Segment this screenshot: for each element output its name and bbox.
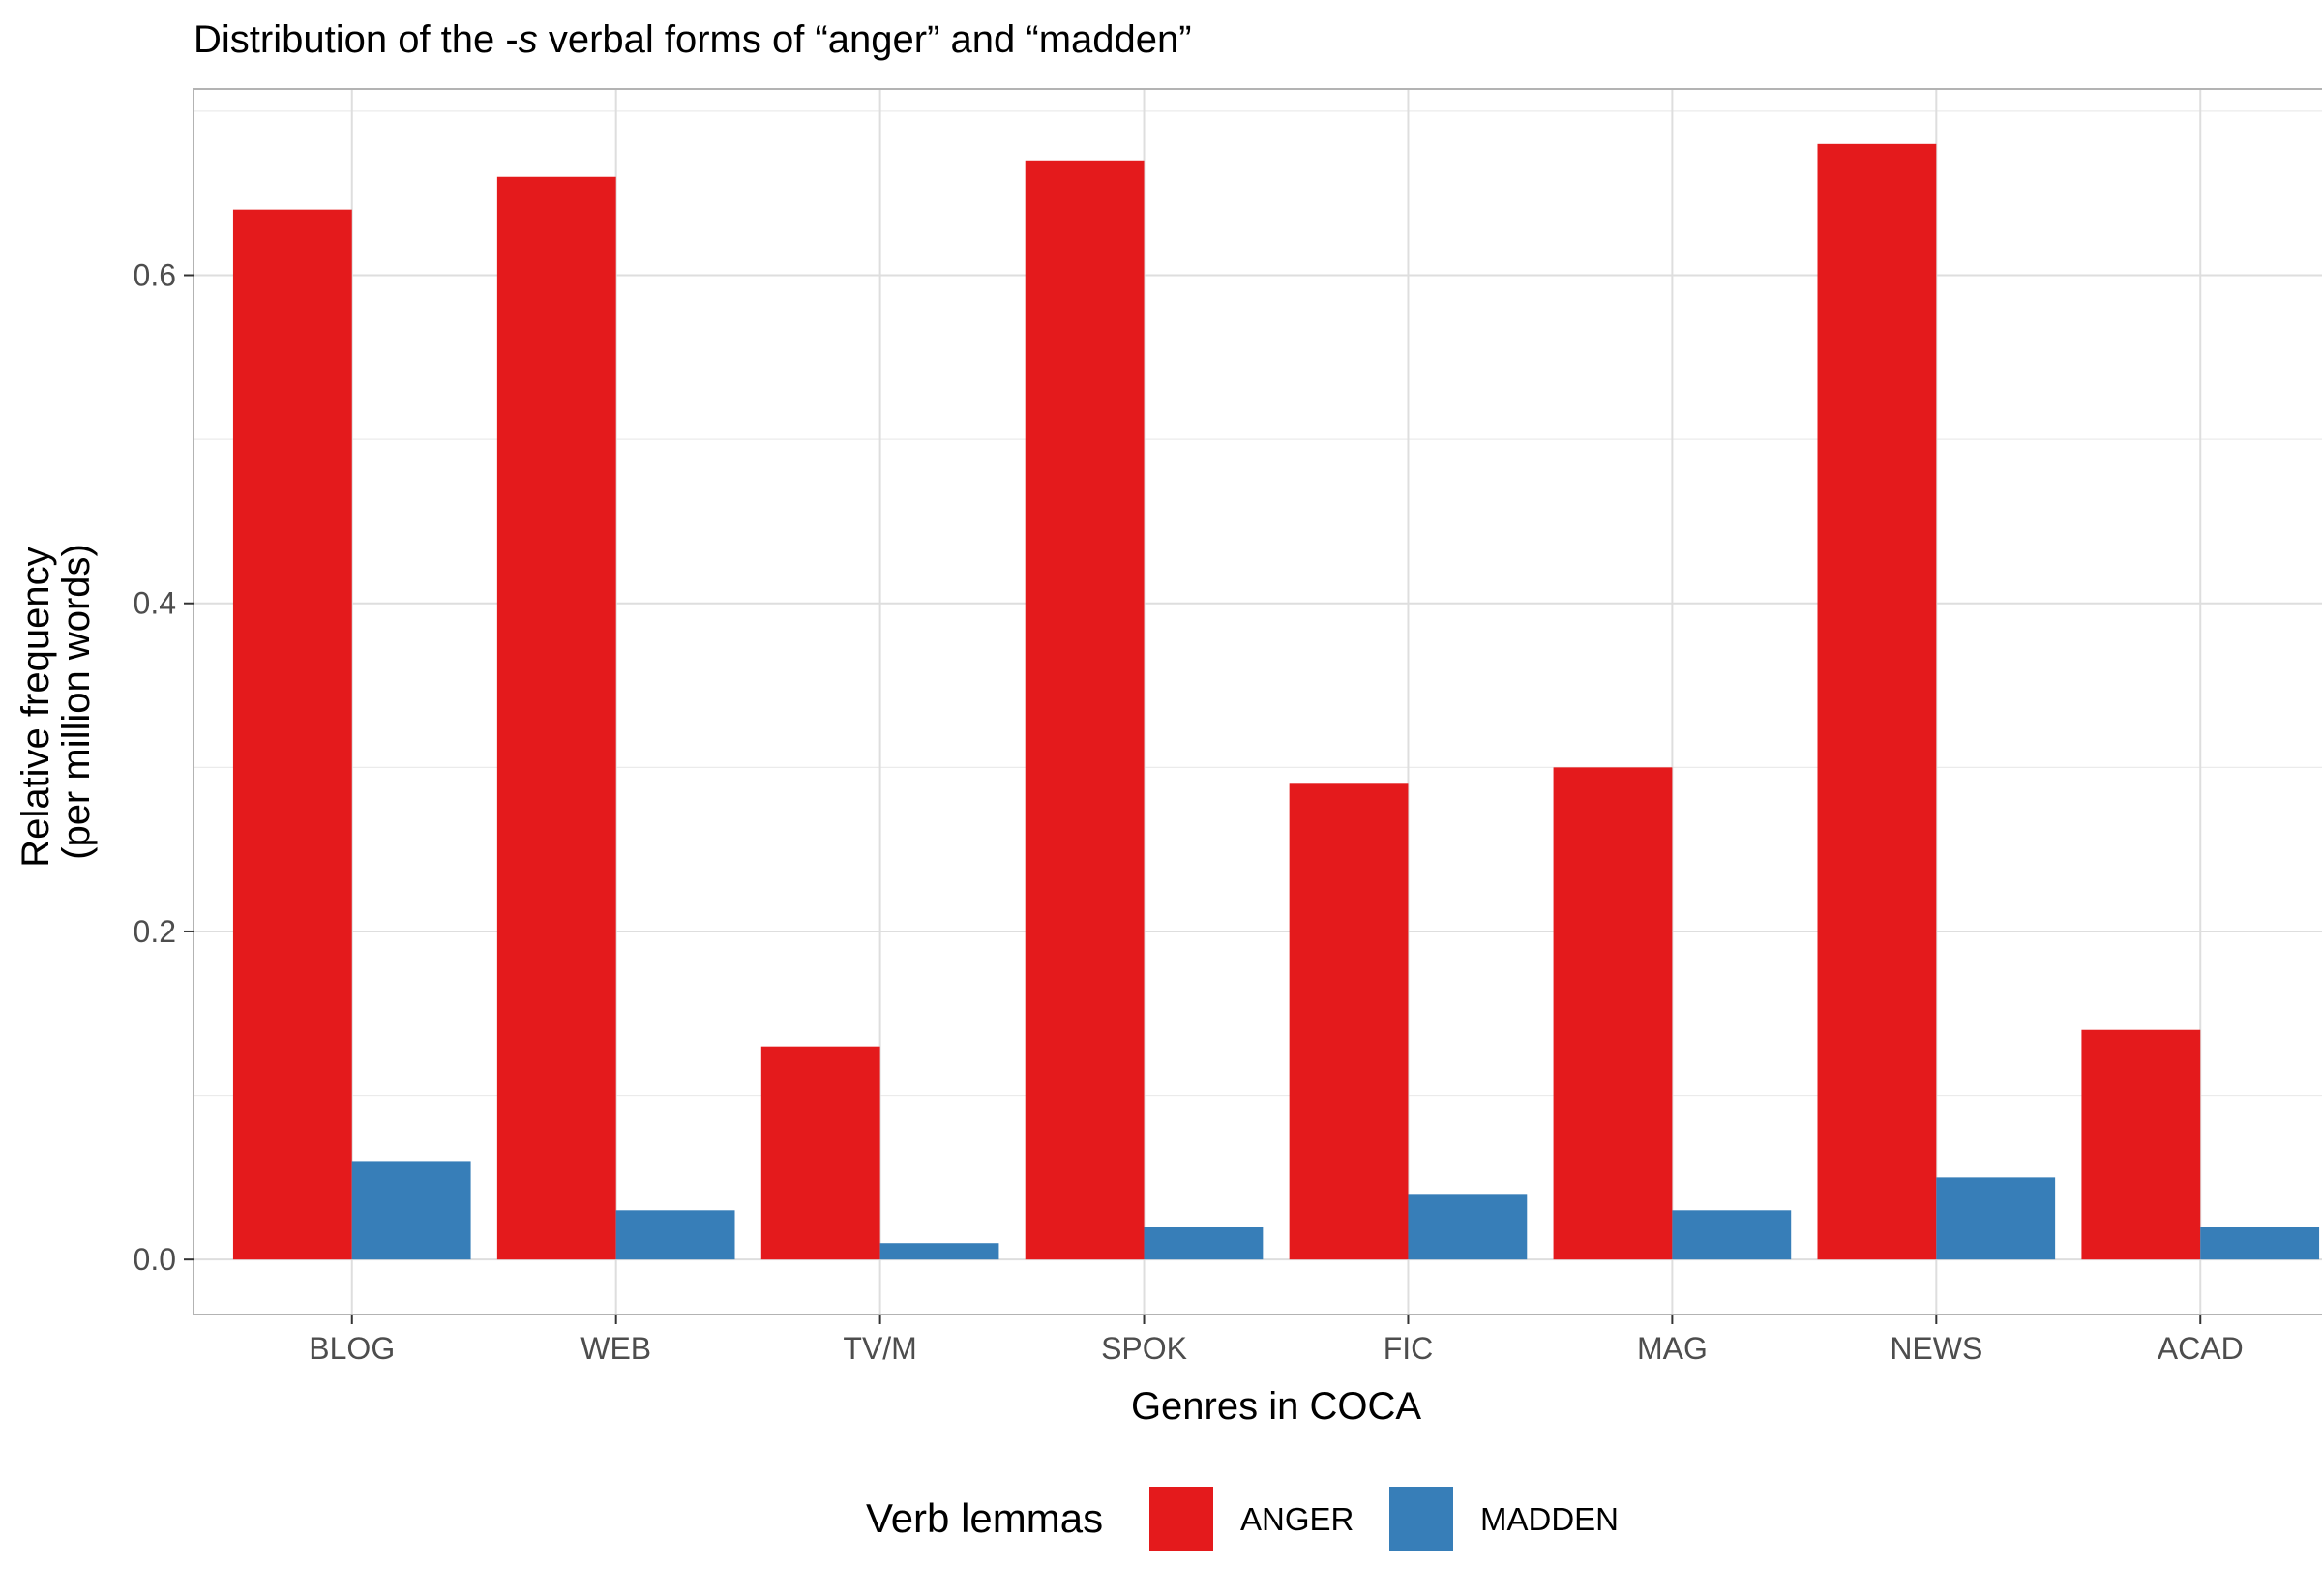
y-tick-label: 0.0 — [134, 1242, 176, 1277]
x-tick-label: NEWS — [1890, 1331, 1982, 1366]
legend-label-madden: MADDEN — [1480, 1501, 1619, 1537]
bar-madden-tv-m — [879, 1243, 999, 1260]
y-axis: 0.0 0.2 0.4 0.6 — [134, 258, 194, 1277]
legend-key-anger — [1149, 1487, 1213, 1551]
bar-anger-blog — [232, 209, 352, 1260]
bar-anger-news — [1817, 143, 1937, 1260]
x-tick-label: SPOK — [1101, 1331, 1187, 1366]
y-tick-label: 0.6 — [134, 258, 176, 293]
panel-border — [193, 88, 2322, 1315]
x-tick-label: WEB — [580, 1331, 651, 1366]
y-axis-title-line-1: Relative frequency — [15, 547, 57, 867]
bar-anger-mag — [1553, 767, 1673, 1260]
x-tick-label: FIC — [1384, 1331, 1434, 1366]
bar-madden-blog — [351, 1161, 471, 1260]
chart-title-part-1: Distribution of the - — [194, 18, 519, 61]
bar-madden-fic — [1408, 1194, 1528, 1260]
bar-anger-tv-m — [760, 1046, 880, 1260]
bar-madden-mag — [1672, 1210, 1792, 1260]
chart-title-part-3: verbal forms of “anger” and “madden” — [538, 18, 1192, 61]
x-tick-label: TV/M — [843, 1331, 916, 1366]
chart-title: Distribution of the -s verbal forms of “… — [194, 18, 1192, 61]
bar-anger-web — [496, 176, 616, 1260]
legend-key-madden — [1389, 1487, 1453, 1551]
bar-anger-acad — [2081, 1029, 2201, 1260]
chart-title-italic-part: s — [519, 18, 538, 61]
bars — [232, 143, 2320, 1260]
x-tick-label: ACAD — [2158, 1331, 2244, 1366]
bar-anger-fic — [1289, 783, 1409, 1260]
legend-title: Verb lemmas — [866, 1495, 1103, 1541]
x-axis: BLOG WEB TV/M SPOK FIC MAG NEWS ACAD — [309, 1315, 2244, 1366]
x-tick-label: BLOG — [309, 1331, 395, 1366]
y-axis-title-line-2: (per million words) — [55, 544, 98, 860]
y-tick-label: 0.2 — [134, 914, 176, 949]
y-tick-label: 0.4 — [134, 586, 176, 621]
legend: Verb lemmas ANGER MADDEN — [866, 1487, 1619, 1551]
bar-madden-web — [615, 1210, 735, 1260]
bar-madden-spok — [1144, 1227, 1264, 1260]
bar-madden-acad — [2200, 1227, 2320, 1260]
x-axis-title: Genres in COCA — [1131, 1385, 1421, 1428]
x-tick-label: MAG — [1637, 1331, 1708, 1366]
bar-anger-spok — [1025, 160, 1145, 1260]
legend-label-anger: ANGER — [1240, 1501, 1354, 1537]
y-axis-title: Relative frequency (per million words) — [15, 536, 98, 867]
bar-madden-news — [1936, 1177, 2056, 1260]
